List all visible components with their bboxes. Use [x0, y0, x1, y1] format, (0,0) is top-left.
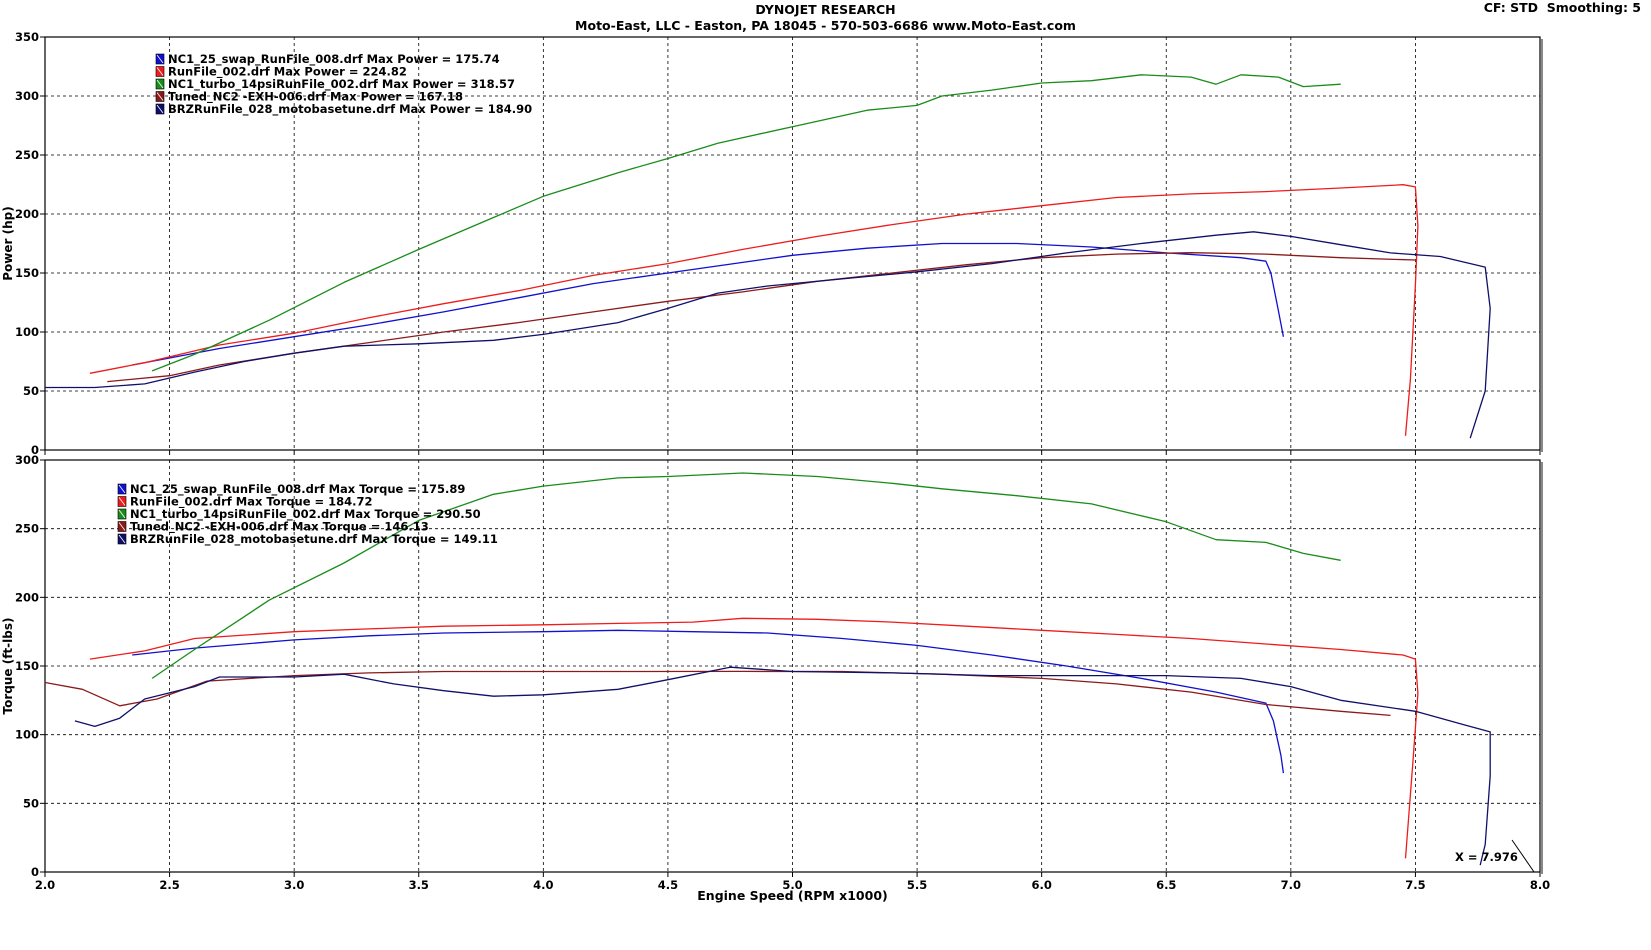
- series-line-1: [132, 242, 1285, 366]
- x-tick-label: 6.5: [1156, 878, 1176, 892]
- y-tick-label: 150: [15, 659, 39, 673]
- y-tick-label: 0: [31, 865, 39, 879]
- y-tick-label: 300: [15, 89, 39, 103]
- legend-swatch-mark: [156, 104, 164, 114]
- series-line-3: [151, 472, 1341, 679]
- y-tick-label: 250: [15, 522, 39, 536]
- legend-entry: RunFile_002.drf Max Torque = 184.72: [130, 495, 373, 510]
- y-axis-label: Power (hp): [1, 206, 15, 280]
- series-line-4: [45, 670, 1391, 717]
- legend-swatch-mark: [118, 509, 126, 519]
- correction-factor-label: CF: STD: [1483, 0, 1539, 15]
- x-tick-label: 4.5: [658, 878, 678, 892]
- legend-entry: Tuned_NC2 -EXH-006.drf Max Power = 167.1…: [168, 90, 463, 105]
- y-tick-label: 50: [23, 796, 39, 810]
- y-tick-label: 300: [15, 453, 39, 467]
- x-tick-label: 6.0: [1031, 878, 1051, 892]
- legend-entry: Tuned_NC2 -EXH-006.drf Max Torque = 146.…: [130, 520, 429, 535]
- legend-entry: BRZRunFile_028_motobasetune.drf Max Torq…: [130, 532, 498, 547]
- series-line-5: [45, 231, 1491, 439]
- x-axis-label: Engine Speed (RPM x1000): [697, 888, 887, 903]
- legend-entry: NC1_25_swap_RunFile_008.drf Max Power = …: [168, 52, 500, 67]
- x-tick-label: 2.5: [159, 878, 179, 892]
- chart-panel-2: 2.0 2.5 3.0 3.5 4.0 4.5 5.0 5.5 6.0 6.5 7.0 7.5 8.0 0…: [1, 453, 1550, 903]
- series-line-1: [132, 629, 1285, 774]
- cursor-readout: X = 7.976: [1455, 850, 1518, 864]
- x-tick-label: 8.0: [1530, 878, 1550, 892]
- y-tick-label: 100: [15, 728, 39, 742]
- y-tick-label: 100: [15, 325, 39, 339]
- legend-swatch-mark: [156, 79, 164, 89]
- chart-title: DYNOJET RESEARCH: [755, 2, 896, 17]
- y-tick-label: 150: [15, 266, 39, 280]
- cursor-pointer-line: [1511, 839, 1535, 873]
- legend-entry: BRZRunFile_028_motobasetune.drf Max Powe…: [168, 102, 532, 117]
- x-tick-label: 7.0: [1281, 878, 1301, 892]
- series-line-2: [89, 617, 1419, 859]
- y-tick-label: 50: [23, 384, 39, 398]
- legend-swatch-mark: [156, 54, 164, 64]
- legend-entry: NC1_turbo_14psiRunFile_002.drf Max Torqu…: [130, 507, 481, 522]
- y-tick-label: 350: [15, 30, 39, 44]
- x-tick-label: 7.5: [1405, 878, 1425, 892]
- series-line-3: [151, 74, 1341, 372]
- series-line-5: [74, 666, 1491, 866]
- dyno-settings: CF: STD Smoothing: 5: [1484, 0, 1641, 15]
- y-tick-label: 0: [31, 443, 39, 457]
- x-tick-label: 5.5: [907, 878, 927, 892]
- legend-swatch-mark: [118, 522, 126, 531]
- y-axis-label: Torque (ft-lbs): [1, 618, 15, 715]
- smoothing-label: Smoothing: 5: [1546, 0, 1641, 15]
- x-tick-label: 4.0: [533, 878, 553, 892]
- y-tick-label: 200: [15, 590, 39, 604]
- x-tick-label: 3.0: [284, 878, 304, 892]
- y-tick-label: 250: [15, 148, 39, 162]
- chart-subtitle: Moto-East, LLC - Easton, PA 18045 - 570-…: [575, 18, 1076, 33]
- chart-panel-1: 0 50 100 150 200 250 300 350 Power (hp) NC1_25_sw…: [1, 30, 1543, 457]
- x-tick-label: 5.0: [782, 878, 802, 892]
- y-tick-label: 200: [15, 207, 39, 221]
- legend-entry: NC1_25_swap_RunFile_008.drf Max Torque =…: [130, 482, 465, 497]
- legend-swatch-mark: [156, 67, 164, 76]
- legend-swatch-mark: [118, 497, 126, 506]
- x-tick-label: 3.5: [409, 878, 429, 892]
- legend-entry: RunFile_002.drf Max Power = 224.82: [168, 65, 407, 80]
- legend-swatch-mark: [118, 534, 126, 544]
- legend-entry: NC1_turbo_14psiRunFile_002.drf Max Power…: [168, 77, 515, 92]
- legend-swatch-mark: [156, 92, 164, 101]
- legend-swatch-mark: [118, 484, 126, 494]
- x-tick-label: 2.0: [35, 878, 55, 892]
- series-line-2: [89, 184, 1419, 436]
